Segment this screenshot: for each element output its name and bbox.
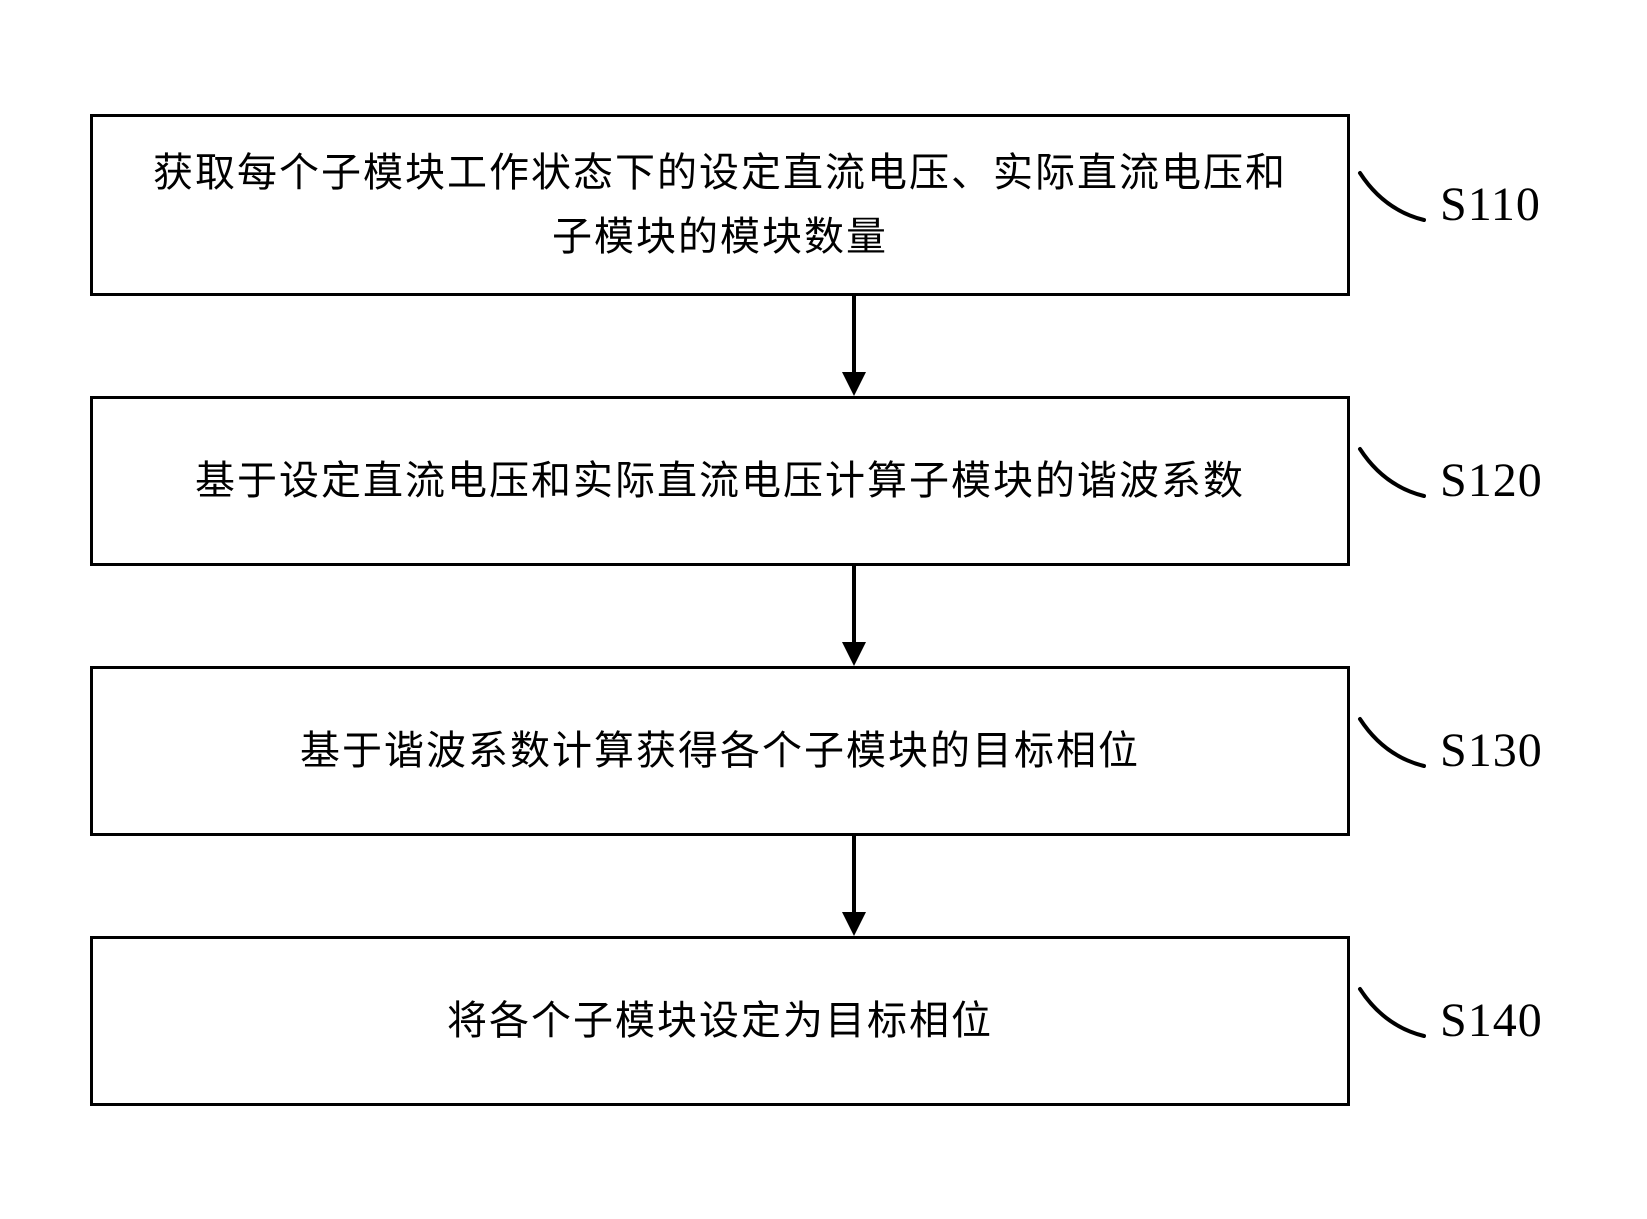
step-row-2: 基于谐波系数计算获得各个子模块的目标相位 S130 [30, 666, 1617, 836]
arrow-down-icon [834, 836, 874, 936]
arrow-down-icon [834, 296, 874, 396]
flow-box-3: 将各个子模块设定为目标相位 [90, 936, 1350, 1106]
connector-curve-icon [1354, 981, 1434, 1061]
flowchart-container: 获取每个子模块工作状态下的设定直流电压、实际直流电压和子模块的模块数量 S110… [30, 114, 1617, 1106]
step-label-3: S140 [1440, 993, 1543, 1048]
label-group-2: S130 [1354, 711, 1543, 791]
flow-box-text-2: 基于谐波系数计算获得各个子模块的目标相位 [300, 719, 1140, 783]
arrow-down-icon [834, 566, 874, 666]
flow-box-1: 基于设定直流电压和实际直流电压计算子模块的谐波系数 [90, 396, 1350, 566]
label-group-1: S120 [1354, 441, 1543, 521]
step-row-0: 获取每个子模块工作状态下的设定直流电压、实际直流电压和子模块的模块数量 S110 [30, 114, 1617, 296]
connector-curve-icon [1354, 165, 1434, 245]
flow-box-text-1: 基于设定直流电压和实际直流电压计算子模块的谐波系数 [195, 449, 1245, 513]
flow-box-0: 获取每个子模块工作状态下的设定直流电压、实际直流电压和子模块的模块数量 [90, 114, 1350, 296]
step-row-3: 将各个子模块设定为目标相位 S140 [30, 936, 1617, 1106]
connector-curve-icon [1354, 441, 1434, 521]
step-label-2: S130 [1440, 723, 1543, 778]
label-group-0: S110 [1354, 165, 1541, 245]
step-label-1: S120 [1440, 453, 1543, 508]
flow-box-2: 基于谐波系数计算获得各个子模块的目标相位 [90, 666, 1350, 836]
arrow-0 [224, 296, 1484, 396]
step-label-0: S110 [1440, 177, 1541, 232]
flow-box-text-3: 将各个子模块设定为目标相位 [447, 989, 993, 1053]
arrow-1 [224, 566, 1484, 666]
flow-box-text-0: 获取每个子模块工作状态下的设定直流电压、实际直流电压和子模块的模块数量 [133, 141, 1307, 269]
arrow-2 [224, 836, 1484, 936]
label-group-3: S140 [1354, 981, 1543, 1061]
connector-curve-icon [1354, 711, 1434, 791]
step-row-1: 基于设定直流电压和实际直流电压计算子模块的谐波系数 S120 [30, 396, 1617, 566]
